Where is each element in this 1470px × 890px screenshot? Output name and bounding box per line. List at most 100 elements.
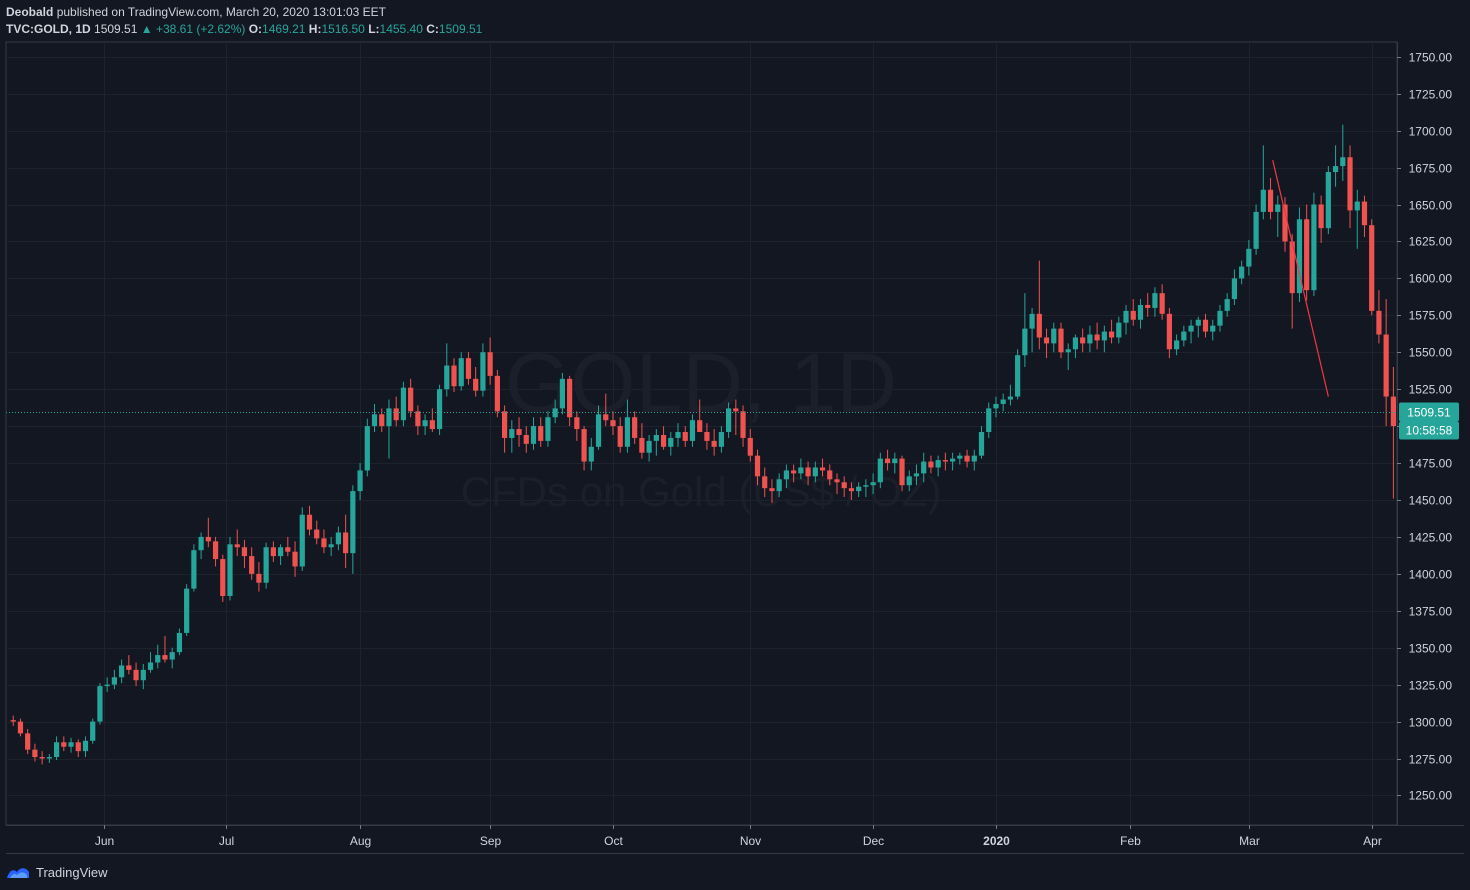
candle-body bbox=[1311, 204, 1317, 291]
candle-body bbox=[1036, 313, 1042, 338]
candle-body bbox=[1094, 334, 1100, 341]
time-tick-label: Sep bbox=[480, 834, 502, 848]
candle-body bbox=[1130, 310, 1136, 320]
tradingview-brand[interactable]: TradingView bbox=[36, 864, 108, 880]
candle-body bbox=[155, 655, 161, 663]
candle-body bbox=[1217, 310, 1223, 326]
candle-body bbox=[1065, 349, 1071, 353]
candle-body bbox=[812, 467, 818, 477]
candle-body bbox=[1369, 225, 1375, 311]
price-badges: 1509.51 10:58:58 bbox=[1399, 402, 1459, 440]
price-tick-label: 1725.00 bbox=[1409, 88, 1453, 102]
candle-body bbox=[39, 757, 45, 759]
candle-body bbox=[646, 440, 652, 453]
candle-body bbox=[899, 458, 905, 486]
candle-body bbox=[1166, 313, 1172, 350]
candle-body bbox=[140, 669, 146, 681]
plot-area[interactable] bbox=[5, 41, 1398, 826]
candle-body bbox=[270, 547, 276, 557]
candle-body bbox=[964, 455, 970, 462]
candle-body bbox=[1116, 322, 1122, 338]
candle-body bbox=[754, 455, 761, 477]
symbol-label[interactable]: TVC:GOLD, 1D bbox=[6, 22, 91, 36]
candle-body bbox=[429, 420, 435, 430]
candle-body bbox=[668, 437, 674, 447]
candle-body bbox=[400, 387, 407, 421]
candle-body bbox=[1043, 337, 1050, 344]
price-axis: 1750.00 1725.00 1700.00 1675.00 1650.00 1625.… bbox=[1397, 51, 1452, 803]
open-value: 1469.21 bbox=[262, 22, 306, 36]
candle-body bbox=[451, 365, 457, 387]
candle-body bbox=[523, 434, 529, 444]
candle-body bbox=[624, 417, 631, 447]
price-tick-label: 1450.00 bbox=[1409, 494, 1453, 508]
candle-body bbox=[184, 588, 190, 633]
candle-body bbox=[1304, 219, 1310, 291]
close-label: C: bbox=[426, 22, 439, 36]
candle-body bbox=[884, 458, 891, 464]
candle-body bbox=[1260, 189, 1266, 212]
candle-body bbox=[1022, 328, 1028, 356]
candle-body bbox=[444, 365, 450, 390]
candle-body bbox=[494, 375, 500, 412]
author-name[interactable]: Deobald bbox=[6, 5, 54, 19]
candle-body bbox=[147, 662, 154, 670]
candle-body bbox=[1296, 219, 1303, 294]
candle-body bbox=[386, 408, 392, 427]
candle-body bbox=[783, 470, 790, 480]
candle-body bbox=[1325, 172, 1331, 229]
candle-body bbox=[1340, 157, 1346, 167]
candle-body bbox=[950, 458, 956, 462]
candle-body bbox=[711, 440, 717, 447]
candle-body bbox=[1361, 201, 1368, 226]
countdown-badge-text: 10:58:58 bbox=[1406, 424, 1453, 438]
candle-body bbox=[1246, 248, 1252, 267]
candle-body bbox=[227, 544, 233, 597]
candle-body bbox=[335, 532, 341, 545]
candle-body bbox=[632, 417, 638, 438]
candle-body bbox=[1231, 278, 1238, 300]
high-value: 1516.50 bbox=[321, 22, 365, 36]
candle-body bbox=[588, 446, 594, 462]
candle-body bbox=[863, 485, 869, 487]
candle-body bbox=[928, 461, 934, 468]
candle-body bbox=[971, 455, 977, 462]
candle-body bbox=[1000, 399, 1006, 404]
tradingview-logo-icon[interactable] bbox=[6, 865, 30, 879]
candle-body bbox=[538, 426, 544, 441]
candle-body bbox=[473, 378, 479, 391]
candle-body bbox=[46, 757, 52, 759]
candle-body bbox=[733, 408, 739, 412]
candle-body bbox=[10, 720, 16, 722]
candle-body bbox=[660, 434, 667, 447]
candle-body bbox=[1072, 337, 1079, 350]
time-axis[interactable]: Jun Jul Aug Sep Oct Nov Dec 2020 Feb Mar Apr bbox=[95, 825, 1382, 848]
candle-body bbox=[1253, 211, 1259, 249]
candle-body bbox=[205, 536, 211, 542]
candle-body bbox=[314, 529, 320, 539]
open-label: O: bbox=[248, 22, 263, 36]
candle-body bbox=[617, 426, 623, 447]
candle-body bbox=[1289, 241, 1295, 294]
trend-line[interactable] bbox=[1272, 160, 1329, 397]
candle-body bbox=[119, 665, 125, 678]
candle-body bbox=[986, 408, 992, 433]
candle-body bbox=[220, 559, 226, 597]
price-tick-label: 1550.00 bbox=[1409, 346, 1453, 360]
price-tick-label: 1600.00 bbox=[1409, 272, 1453, 286]
candle-body bbox=[747, 437, 753, 456]
time-tick-label: Nov bbox=[740, 834, 761, 848]
candle-body bbox=[1202, 319, 1209, 332]
candle-body bbox=[530, 426, 537, 444]
candle-body bbox=[1051, 328, 1057, 344]
time-tick-label: Feb bbox=[1120, 834, 1141, 848]
candle-body bbox=[877, 458, 883, 483]
candle-body bbox=[1087, 334, 1093, 344]
candle-body bbox=[819, 467, 826, 471]
price-tick-label: 1275.00 bbox=[1409, 753, 1453, 767]
candle-body bbox=[68, 742, 74, 747]
candle-body bbox=[762, 476, 768, 489]
candle-body bbox=[357, 470, 363, 492]
candle-body bbox=[1347, 157, 1353, 211]
